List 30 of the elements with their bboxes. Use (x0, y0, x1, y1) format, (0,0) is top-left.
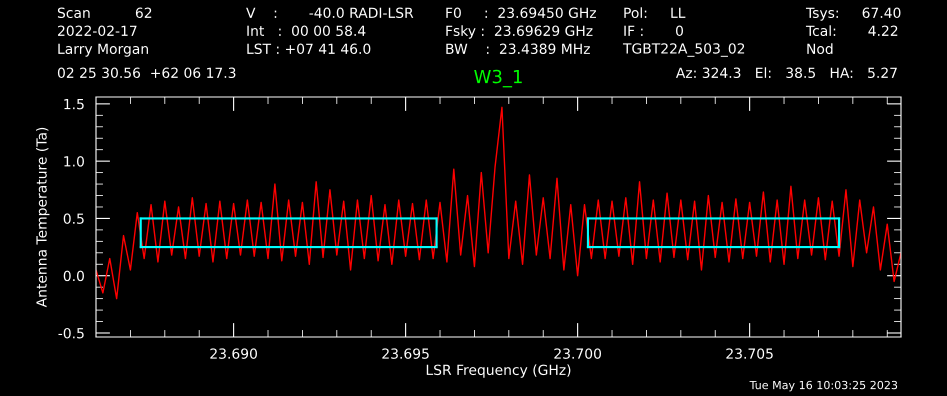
text: Larry Morgan (58, 44, 148, 57)
text: Pol: LL (624, 7, 686, 18)
text: 2022-02-17 (58, 26, 137, 36)
text: Nod (807, 43, 832, 54)
text: IF : 0 (624, 26, 683, 36)
text: Fsky : 23.69629 GHz (446, 25, 592, 39)
y-tick-label: -0.5 (58, 328, 84, 338)
text: BW : 23.4389 MHz (446, 44, 590, 54)
text: Scan 62 (58, 8, 152, 18)
text: TGBT22A_503_02 (622, 43, 744, 57)
y-tick-label: 1.0 (64, 156, 84, 167)
text: V : -40.0 RADI-LSR (246, 8, 414, 18)
x-tick-label: 23.705 (726, 348, 773, 359)
y-tick-label: 0.5 (64, 213, 84, 224)
text: Int : 00 00 58.4 (247, 26, 366, 36)
x-axis-title: LSR Frequency (GHz) (426, 364, 570, 378)
x-tick-label: 23.700 (554, 348, 601, 359)
chart-title: W3_1 (474, 70, 522, 88)
y-tick-label: 1.5 (64, 99, 84, 110)
y-tick-label: 0.0 (64, 270, 84, 282)
text: Tcal: 4.22 (806, 25, 898, 36)
text: F0 : 23.69450 GHz (446, 8, 596, 18)
x-tick-label: 23.695 (382, 348, 429, 359)
text: 02 25 30.56 +62 06 17.3 (58, 68, 236, 78)
x-tick-label: 23.690 (210, 348, 257, 359)
text: Az: 324.3 El: 38.5 HA: 5.27 (676, 67, 897, 78)
text: Tsys: 67.40 (806, 8, 900, 21)
text: LST : +07 41 46.0 (247, 44, 370, 54)
y-axis-title: Antenna Temperature (Ta) (36, 128, 50, 308)
text: Tue May 16 10:03:25 2023 (750, 380, 898, 392)
